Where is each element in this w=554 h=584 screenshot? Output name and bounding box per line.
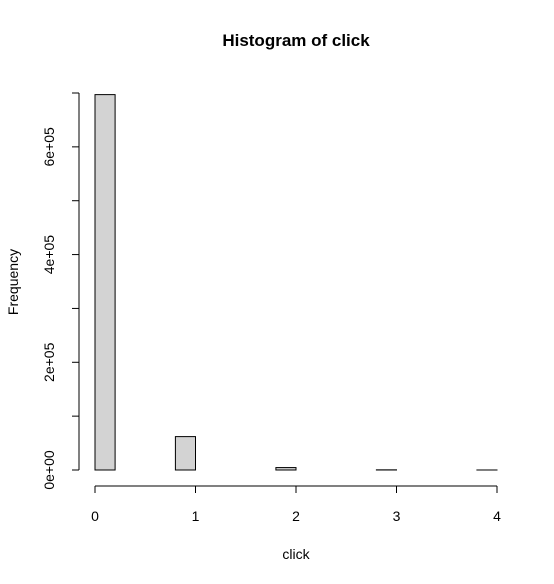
x-axis-label: click xyxy=(282,546,310,562)
histogram-bar xyxy=(174,436,196,471)
x-tick-label: 0 xyxy=(91,508,99,524)
y-axis: 0e+00 2e+05 4e+05 6e+05 xyxy=(41,92,80,490)
bars xyxy=(94,94,498,471)
y-tick-label: 6e+05 xyxy=(41,127,57,167)
x-tick-label: 2 xyxy=(292,508,300,524)
x-axis: 0 1 2 3 4 xyxy=(91,485,501,524)
x-tick-label: 1 xyxy=(192,508,200,524)
x-tick-label: 4 xyxy=(493,508,501,524)
y-tick-label: 0e+00 xyxy=(41,450,57,490)
y-tick-label: 4e+05 xyxy=(41,235,57,275)
histogram-bar xyxy=(94,94,116,471)
y-axis-label: Frequency xyxy=(5,249,21,315)
y-tick-label: 2e+05 xyxy=(41,342,57,382)
histogram-bar xyxy=(275,467,297,471)
chart-title: Histogram of click xyxy=(222,31,370,50)
x-tick-label: 3 xyxy=(393,508,401,524)
